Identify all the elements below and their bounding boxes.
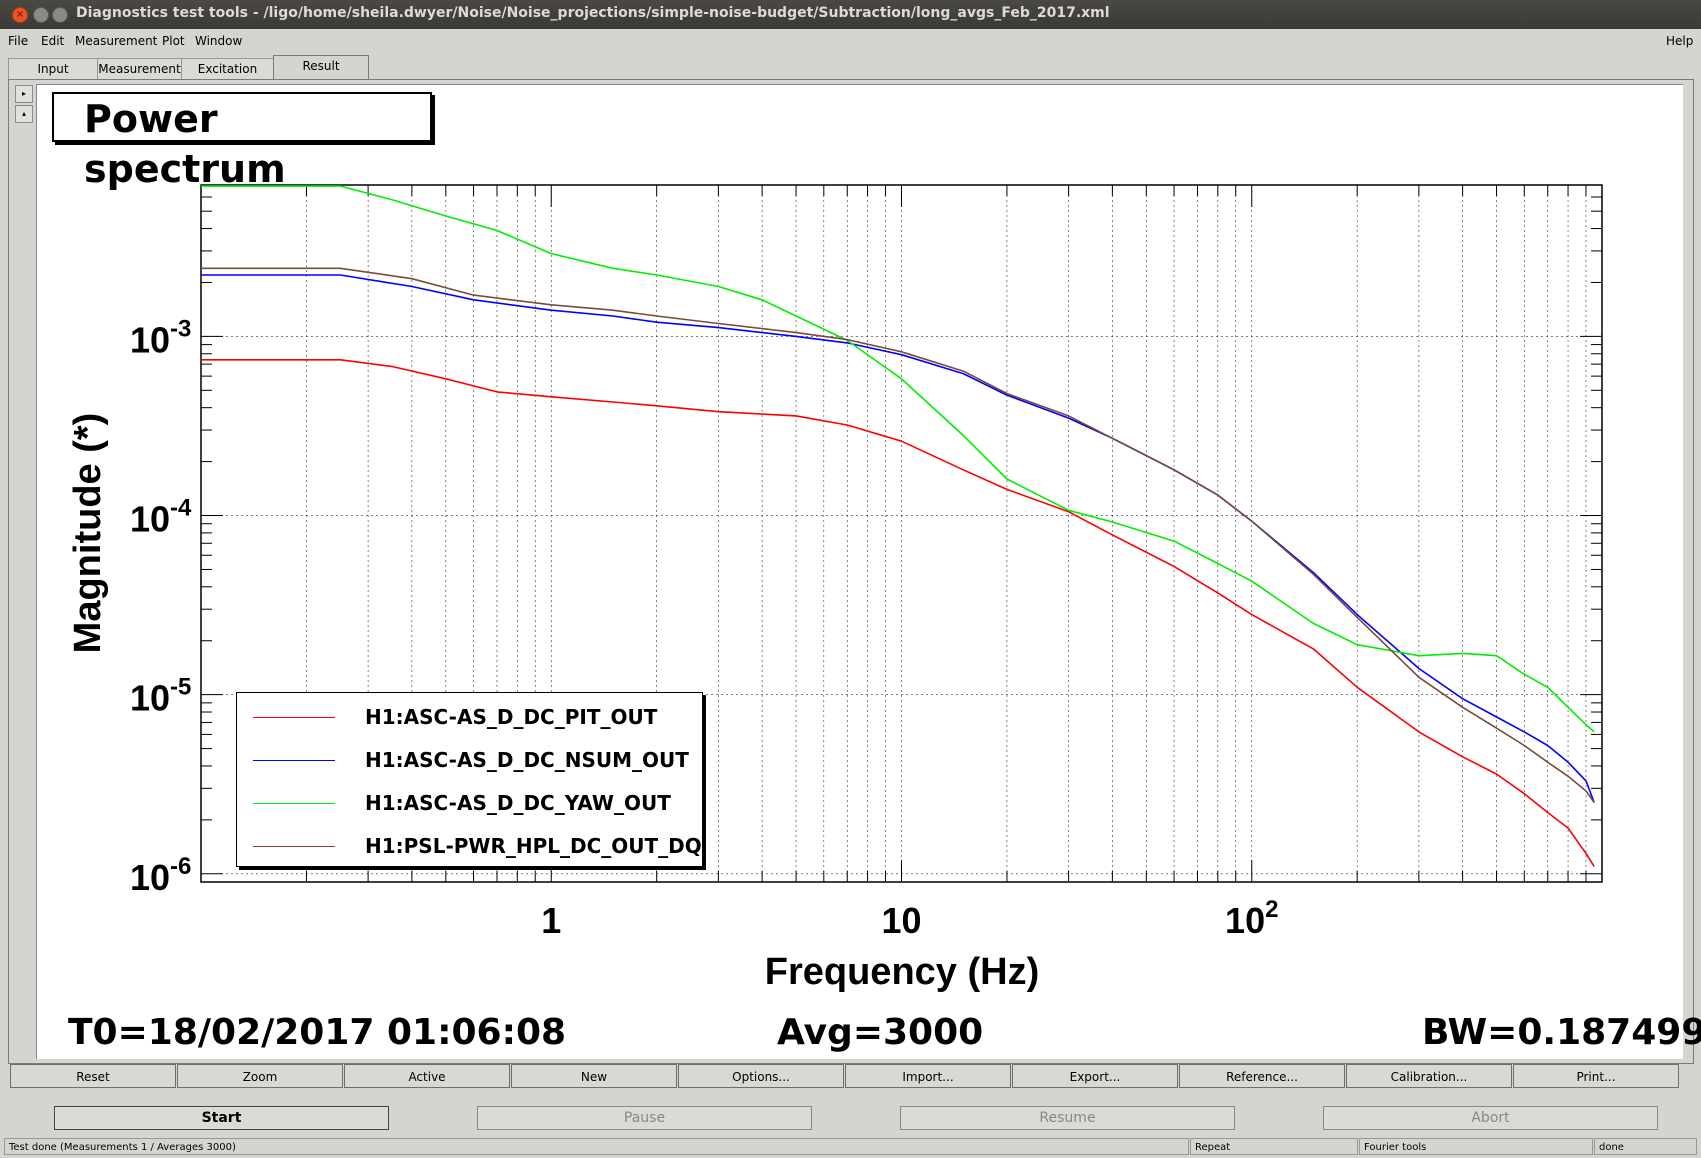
menu-plot[interactable]: Plot [162,34,185,48]
plot-toolbar: Reset Zoom Active New Options... Import.… [10,1064,1682,1090]
series-line [201,185,1595,733]
new-button[interactable]: New [511,1064,677,1088]
x-axis-label: Frequency (Hz) [765,951,1039,993]
x-tick-label: 10 [881,900,921,941]
t0-readout: T0=18/02/2017 01:06:08 [68,1012,567,1053]
zoom-button[interactable]: Zoom [177,1064,343,1088]
tab-bar: Input Measurement Excitation Result [0,55,1701,80]
menu-edit[interactable]: Edit [41,34,65,48]
series-line [201,267,1595,803]
x-tick-label: 1 [541,900,561,941]
legend-swatch [253,760,335,761]
menu-help[interactable]: Help [1666,34,1694,48]
pause-button[interactable]: Pause [477,1106,812,1130]
status-state: done [1594,1138,1697,1155]
calibration-button[interactable]: Calibration... [1346,1064,1512,1088]
y-tick-exponent: -5 [170,674,191,701]
y-tick-exponent: -6 [170,853,191,880]
x-tick-label: 102 [1225,896,1278,941]
scroll-right-icon[interactable]: ▸ [15,85,33,103]
print-button[interactable]: Print... [1513,1064,1679,1088]
legend-item: H1:ASC-AS_D_DC_YAW_OUT [253,787,693,817]
reference-button[interactable]: Reference... [1179,1064,1345,1088]
minimize-icon[interactable] [33,7,49,23]
legend-label: H1:PSL-PWR_HPL_DC_OUT_DQ [365,834,702,858]
legend-swatch [253,803,335,804]
avg-readout: Avg=3000 [777,1012,984,1053]
resume-button[interactable]: Resume [900,1106,1235,1130]
legend-label: H1:ASC-AS_D_DC_NSUM_OUT [365,748,689,772]
status-repeat: Repeat [1190,1138,1358,1155]
legend-label: H1:ASC-AS_D_DC_PIT_OUT [365,705,658,729]
active-button[interactable]: Active [344,1064,510,1088]
title-bar: × Diagnostics test tools - /ligo/home/sh… [0,0,1701,29]
y-tick-label: 10-5 [130,674,191,719]
status-tool: Fourier tools [1359,1138,1593,1155]
legend: H1:ASC-AS_D_DC_PIT_OUT H1:ASC-AS_D_DC_NS… [236,692,703,867]
tab-input[interactable]: Input [8,58,98,80]
series-line [201,358,1595,867]
plot-title: Power spectrum [52,92,432,191]
bw-readout: BW=0.187499 [1422,1012,1701,1053]
import-button[interactable]: Import... [845,1064,1011,1088]
y-tick-label: 10-6 [130,853,191,898]
start-button[interactable]: Start [54,1106,389,1130]
menu-window[interactable]: Window [195,34,243,48]
status-message: Test done (Measurements 1 / Averages 300… [4,1138,1189,1155]
y-tick-label: 10-4 [130,495,192,540]
y-tick-label: 10-3 [130,315,191,360]
legend-item: H1:ASC-AS_D_DC_PIT_OUT [253,701,693,731]
series-line [201,274,1595,803]
tab-result[interactable]: Result [273,55,369,80]
reset-button[interactable]: Reset [10,1064,176,1088]
legend-item: H1:PSL-PWR_HPL_DC_OUT_DQ [253,830,702,860]
legend-item: H1:ASC-AS_D_DC_NSUM_OUT [253,744,693,774]
close-icon[interactable]: × [12,7,28,23]
y-axis-label: Magnitude (*) [67,413,109,654]
window-title: Diagnostics test tools - /ligo/home/shei… [76,5,1110,21]
series-lines [201,185,1595,867]
y-tick-exponent: -4 [170,495,192,522]
abort-button[interactable]: Abort [1323,1106,1658,1130]
x-tick-exponent: 2 [1265,896,1278,923]
legend-label: H1:ASC-AS_D_DC_YAW_OUT [365,791,671,815]
maximize-icon[interactable] [52,7,68,23]
result-panel [8,79,1694,1064]
menu-measurement[interactable]: Measurement [75,34,158,48]
menu-file[interactable]: File [8,34,29,48]
legend-swatch [253,717,335,718]
menu-bar: File Edit Measurement Plot Window Help [0,29,1701,53]
pad-scroll: ▸ ▴ [15,85,33,125]
options-button[interactable]: Options... [678,1064,844,1088]
export-button[interactable]: Export... [1012,1064,1178,1088]
scroll-up-icon[interactable]: ▴ [15,105,33,123]
y-tick-exponent: -3 [170,315,191,342]
legend-swatch [253,846,335,847]
status-bar: Test done (Measurements 1 / Averages 300… [0,1136,1701,1158]
